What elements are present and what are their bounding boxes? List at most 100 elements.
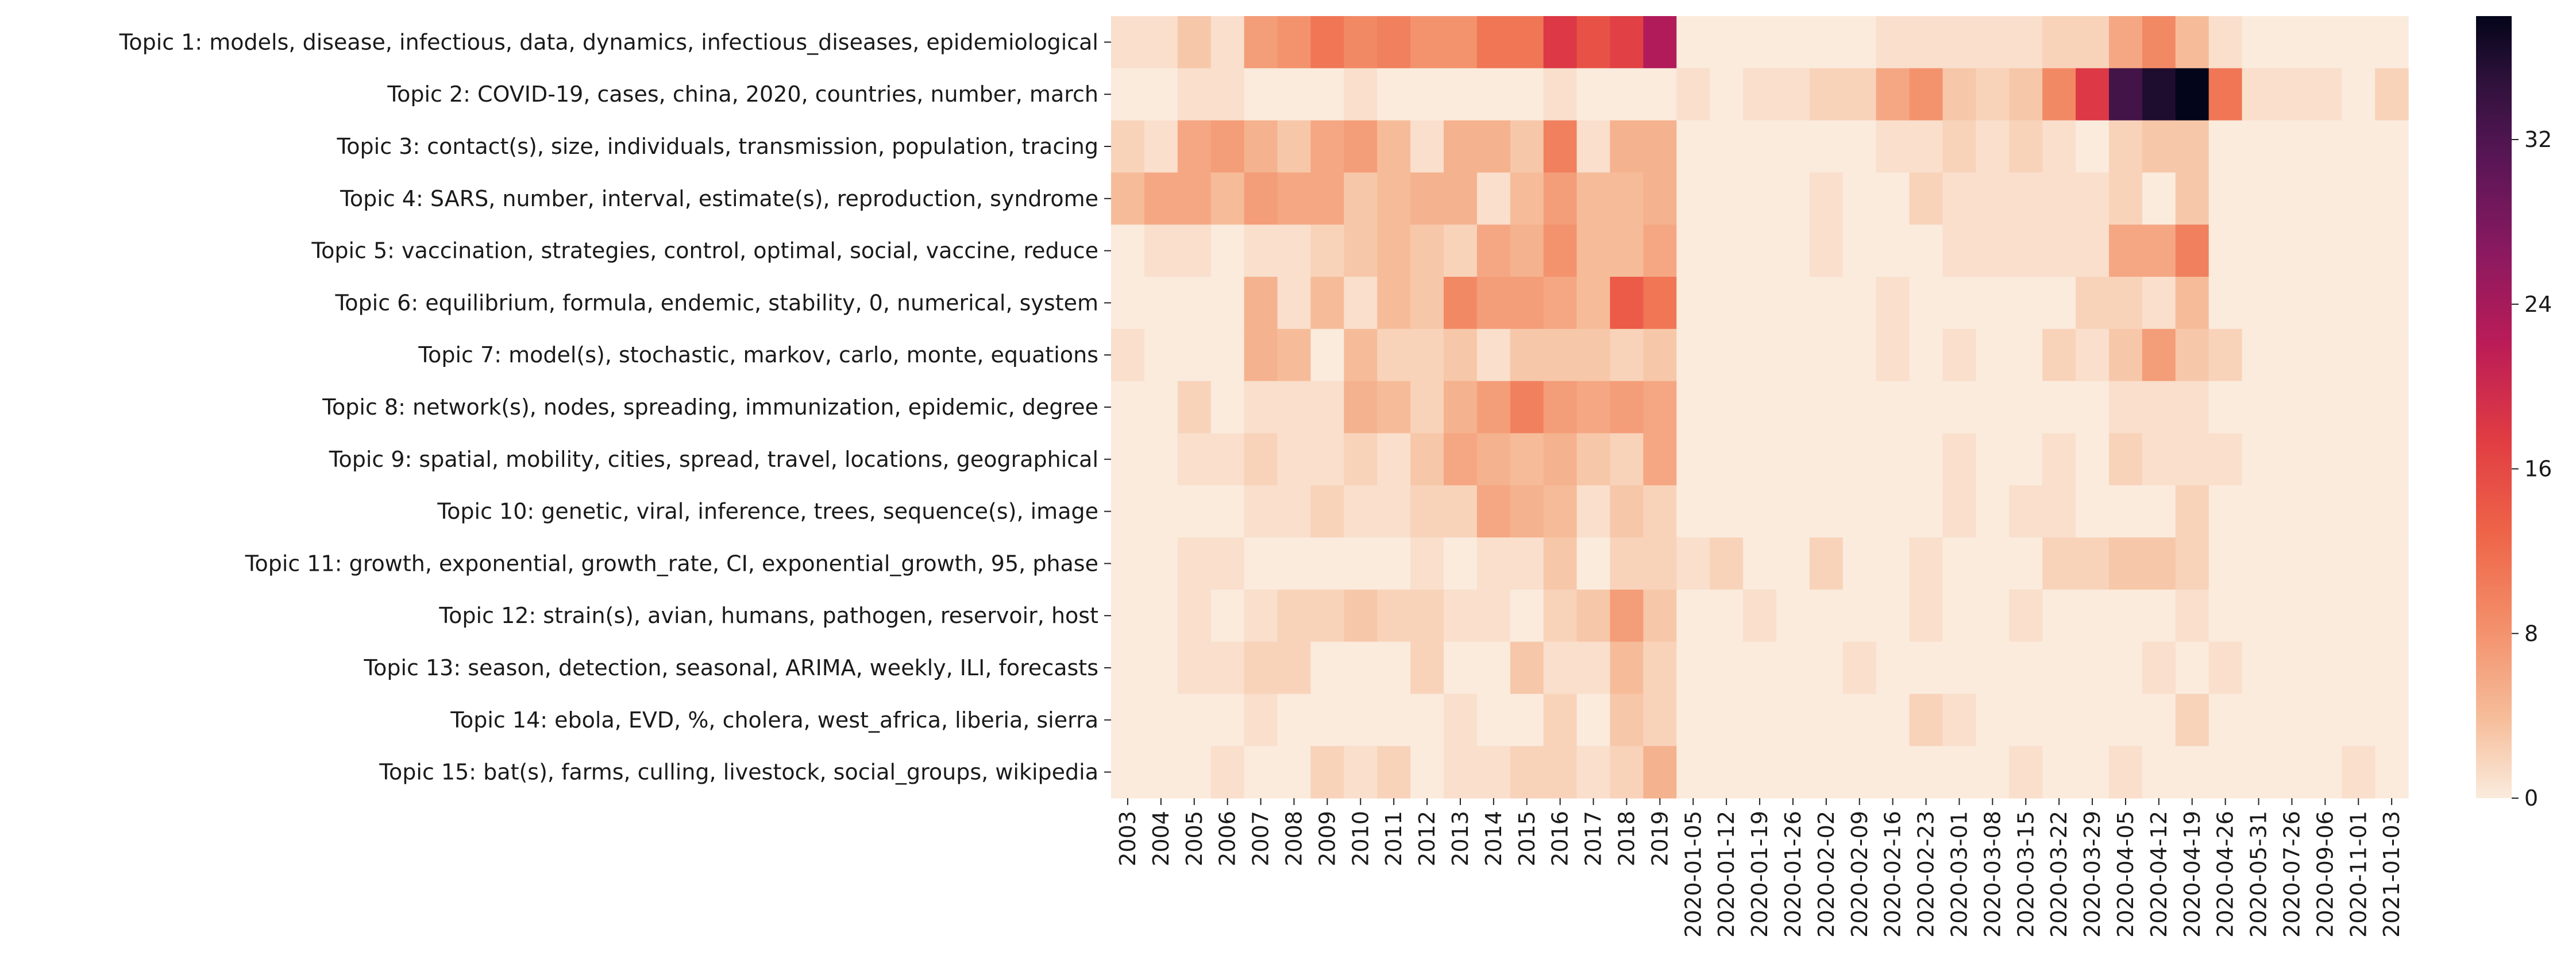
colorbar-gradient xyxy=(2476,16,2512,798)
heatmap-cell xyxy=(1643,694,1677,746)
heatmap-cell xyxy=(1942,694,1976,746)
heatmap-cell xyxy=(2242,746,2276,799)
heatmap-cell xyxy=(2109,225,2143,277)
heatmap-cell xyxy=(1344,537,1378,590)
heatmap-cell xyxy=(2109,120,2143,173)
heatmap-cell xyxy=(1244,537,1278,590)
heatmap-cell xyxy=(1377,120,1411,173)
heatmap-cell xyxy=(1743,120,1777,173)
heatmap-cell xyxy=(1177,589,1212,643)
heatmap-cell xyxy=(1643,225,1677,277)
heatmap-cell xyxy=(1543,641,1578,694)
heatmap-cell xyxy=(2042,16,2076,69)
heatmap-cell xyxy=(2242,68,2276,121)
heatmap-cell xyxy=(1510,485,1544,538)
heatmap-cell xyxy=(2342,172,2376,225)
heatmap-cell xyxy=(2342,641,2376,694)
heatmap-cell xyxy=(2109,16,2143,69)
heatmap-cell xyxy=(1842,68,1877,121)
heatmap-cell xyxy=(2308,694,2342,746)
heatmap-cell xyxy=(1510,120,1544,173)
heatmap-cell xyxy=(1377,68,1411,121)
heatmap-cell xyxy=(2242,381,2276,434)
column-label: 2020-04-05 xyxy=(2113,811,2138,938)
heatmap-cell xyxy=(1909,172,1943,225)
heatmap-cell xyxy=(1344,641,1378,694)
heatmap-cell xyxy=(1842,381,1877,434)
heatmap-cell xyxy=(1809,433,1844,486)
heatmap-cell xyxy=(2076,16,2110,69)
heatmap-cell xyxy=(1909,120,1943,173)
column-label: 2021-01-03 xyxy=(2379,811,2404,938)
heatmap-cell xyxy=(1743,172,1777,225)
heatmap-cell xyxy=(1710,485,1744,538)
heatmap-cell xyxy=(1144,277,1178,330)
heatmap-cell xyxy=(1377,328,1411,382)
heatmap-cell xyxy=(1277,433,1311,486)
heatmap-cell xyxy=(1410,277,1444,330)
heatmap-cell xyxy=(2275,485,2309,538)
column-label: 2018 xyxy=(1614,811,1639,866)
heatmap-cell xyxy=(2342,485,2376,538)
heatmap-cell xyxy=(1942,746,1976,799)
heatmap-cell xyxy=(1576,589,1611,643)
heatmap-cell xyxy=(1743,485,1777,538)
heatmap-cell xyxy=(2109,641,2143,694)
heatmap-cell xyxy=(1111,172,1145,225)
heatmap-cell xyxy=(1610,225,1644,277)
heatmap-cell xyxy=(1942,277,1976,330)
column-label: 2020-04-26 xyxy=(2213,811,2238,938)
column-label: 2015 xyxy=(1514,811,1540,866)
heatmap-cell xyxy=(1710,16,1744,69)
heatmap-cell xyxy=(2076,433,2110,486)
heatmap-cell xyxy=(2208,172,2243,225)
row-label: Topic 14: ebola, EVD, %, cholera, west_a… xyxy=(450,707,1098,733)
column-label: 2020-04-19 xyxy=(2180,811,2205,938)
heatmap-cell xyxy=(1543,433,1578,486)
heatmap-cell xyxy=(1743,589,1777,643)
heatmap-cell xyxy=(2208,485,2243,538)
heatmap-cell xyxy=(2242,328,2276,382)
heatmap-cell xyxy=(1842,641,1877,694)
heatmap-cell xyxy=(1344,68,1378,121)
heatmap-cell xyxy=(2342,328,2376,382)
column-label: 2020-03-08 xyxy=(1980,811,2005,938)
heatmap-cell xyxy=(1743,746,1777,799)
heatmap-cell xyxy=(1876,485,1910,538)
heatmap-cell xyxy=(1111,120,1145,173)
heatmap-cell xyxy=(2375,746,2409,799)
colorbar-ticks: 0 8 16 24 32 xyxy=(2512,127,2552,811)
heatmap-cell xyxy=(1410,120,1444,173)
heatmap-cell xyxy=(2208,433,2243,486)
heatmap-cell xyxy=(1377,16,1411,69)
heatmap-cell xyxy=(1876,589,1910,643)
colorbar-tick-label: 16 xyxy=(2524,456,2552,482)
heatmap-cell xyxy=(1344,225,1378,277)
heatmap-cell xyxy=(1277,172,1311,225)
heatmap-cell xyxy=(1743,16,1777,69)
heatmap-cell xyxy=(1543,328,1578,382)
heatmap-cell xyxy=(2109,172,2143,225)
heatmap-cell xyxy=(2042,225,2076,277)
heatmap-cell xyxy=(2142,694,2176,746)
heatmap-cell xyxy=(1743,68,1777,121)
heatmap-cell xyxy=(1377,746,1411,799)
heatmap-cell xyxy=(1476,485,1511,538)
heatmap-cell xyxy=(1410,328,1444,382)
heatmap-cell xyxy=(2076,277,2110,330)
heatmap-cell xyxy=(1111,68,1145,121)
heatmap-cell xyxy=(1976,589,2010,643)
heatmap-cell xyxy=(1111,277,1145,330)
heatmap-cell xyxy=(2275,537,2309,590)
heatmap-cell xyxy=(1344,277,1378,330)
heatmap-cell xyxy=(1776,277,1810,330)
heatmap-cell xyxy=(1576,641,1611,694)
heatmap-cell xyxy=(2375,277,2409,330)
heatmap-cell xyxy=(1676,485,1710,538)
heatmap-cell xyxy=(2275,641,2309,694)
heatmap-cell xyxy=(1444,433,1478,486)
heatmap-cell xyxy=(2308,68,2342,121)
heatmap-cell xyxy=(2009,172,2043,225)
heatmap-cell xyxy=(1842,694,1877,746)
heatmap-cell xyxy=(1543,589,1578,643)
